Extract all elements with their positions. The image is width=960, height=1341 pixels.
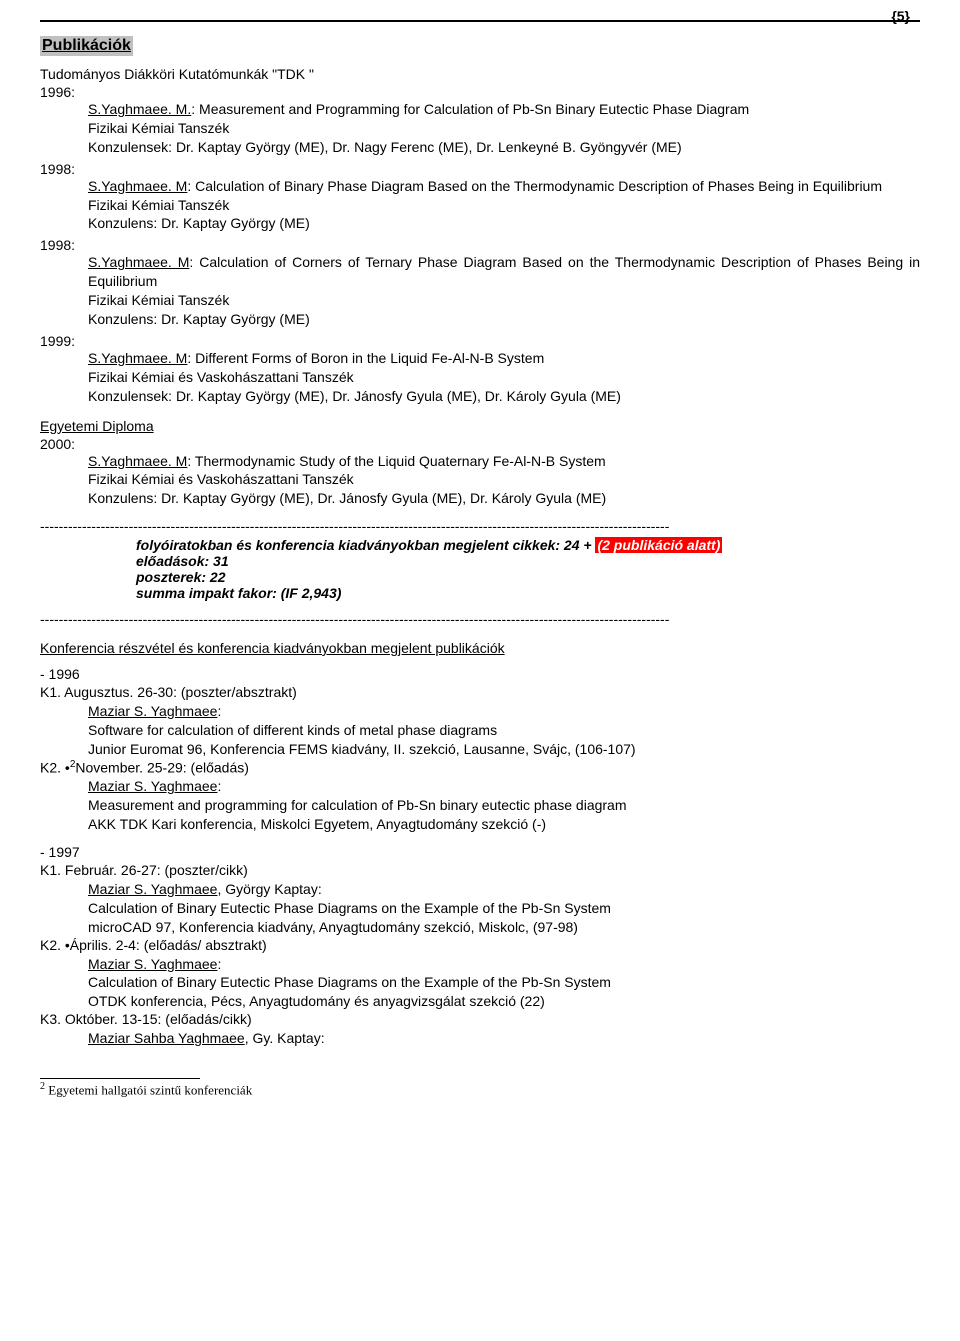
after-author: , György Kaptay: <box>217 881 321 897</box>
entry-cons: Konzulens: Dr. Kaptay György (ME), Dr. J… <box>88 489 920 508</box>
after-author: : <box>217 778 221 794</box>
conf-body: Maziar Sahba Yaghmaee, Gy. Kaptay: <box>88 1029 920 1048</box>
diploma-heading: Egyetemi Diploma <box>40 418 920 434</box>
entry-dept: Fizikai Kémiai Tanszék <box>88 196 920 215</box>
conf-year: - 1997 <box>40 844 920 860</box>
conf-body: Maziar S. Yaghmaee: Measurement and prog… <box>88 777 920 834</box>
tdk-year: 1996: <box>40 84 920 100</box>
conf-title: Calculation of Binary Eutectic Phase Dia… <box>88 973 920 992</box>
summary-highlight: (2 publikáció alatt) <box>595 537 722 553</box>
conf-title: Calculation of Binary Eutectic Phase Dia… <box>88 899 920 918</box>
author-name: Maziar S. Yaghmaee <box>88 778 217 794</box>
after-author: , Gy. Kaptay: <box>245 1030 325 1046</box>
conf-item: K2. •Április. 2-4: (előadás/ absztrakt) <box>40 937 920 953</box>
conf-item: K2. •2November. 25-29: (előadás) <box>40 759 920 776</box>
entry-title: : Thermodynamic Study of the Liquid Quat… <box>187 453 605 469</box>
footnote-rule <box>40 1078 200 1079</box>
entry-dept: Fizikai Kémiai Tanszék <box>88 119 920 138</box>
conf-item: K1. Február. 26-27: (poszter/cikk) <box>40 862 920 878</box>
conference-heading: Konferencia részvétel és konferencia kia… <box>40 640 920 656</box>
conf-venue: OTDK konferencia, Pécs, Anyagtudomány és… <box>88 992 920 1011</box>
tdk-entry: S.Yaghmaee. M: Calculation of Corners of… <box>88 253 920 329</box>
conf-venue: Junior Euromat 96, Konferencia FEMS kiad… <box>88 740 920 759</box>
footnote-text: Egyetemi hallgatói szintű konferenciák <box>45 1082 252 1097</box>
tdk-year: 1999: <box>40 333 920 349</box>
conf-title: Software for calculation of different ki… <box>88 721 920 740</box>
after-author: : <box>217 956 221 972</box>
publications-title: Publikációk <box>40 36 133 56</box>
publications-heading: Publikációk <box>40 28 920 62</box>
author-name: S.Yaghmaee. M <box>88 178 187 194</box>
author-name: S.Yaghmaee. M <box>88 254 189 270</box>
entry-title: : Different Forms of Boron in the Liquid… <box>187 350 544 366</box>
page: {5} Publikációk Tudományos Diákköri Kuta… <box>0 0 960 1138</box>
summary-line-4: summa impakt fakor: (IF 2,943) <box>136 585 920 601</box>
tdk-entry: S.Yaghmaee. M: Different Forms of Boron … <box>88 349 920 406</box>
author-name: Maziar S. Yaghmaee <box>88 881 217 897</box>
summary-l1a: folyóiratokban és konferencia kiadványok… <box>136 537 595 553</box>
entry-dept: Fizikai Kémiai Tanszék <box>88 291 920 310</box>
conf-venue: AKK TDK Kari konferencia, Miskolci Egyet… <box>88 815 920 834</box>
conf-item: K1. Augusztus. 26-30: (poszter/absztrakt… <box>40 684 920 700</box>
tdk-subhead: Tudományos Diákköri Kutatómunkák "TDK " <box>40 66 920 82</box>
conf-item: K3. Október. 13-15: (előadás/cikk) <box>40 1011 920 1027</box>
summary-line-3: poszterek: 22 <box>136 569 920 585</box>
tdk-entry: S.Yaghmaee. M: Calculation of Binary Pha… <box>88 177 920 234</box>
after-author: : <box>217 703 221 719</box>
page-number: {5} <box>891 8 910 24</box>
tdk-entry: S.Yaghmaee. M.: Measurement and Programm… <box>88 100 920 157</box>
entry-dept: Fizikai Kémiai és Vaskohászattani Tanszé… <box>88 368 920 387</box>
conf-body: Maziar S. Yaghmaee: Software for calcula… <box>88 702 920 759</box>
diploma-entry: S.Yaghmaee. M: Thermodynamic Study of th… <box>88 452 920 509</box>
summary-line-2: előadások: 31 <box>136 553 920 569</box>
entry-title: : Calculation of Corners of Ternary Phas… <box>88 254 920 289</box>
author-name: S.Yaghmaee. M <box>88 453 187 469</box>
entry-cons: Konzulensek: Dr. Kaptay György (ME), Dr.… <box>88 138 920 157</box>
dash-rule-bottom: ----------------------------------------… <box>40 611 920 628</box>
footnote: 2 Egyetemi hallgatói szintű konferenciák <box>40 1081 920 1098</box>
entry-title: : Calculation of Binary Phase Diagram Ba… <box>187 178 882 194</box>
author-name: S.Yaghmaee. M. <box>88 101 191 117</box>
entry-dept: Fizikai Kémiai és Vaskohászattani Tanszé… <box>88 470 920 489</box>
diploma-year: 2000: <box>40 436 920 452</box>
code-prefix: K2. • <box>40 759 70 775</box>
author-name: S.Yaghmaee. M <box>88 350 187 366</box>
code-suffix: November. 25-29: (előadás) <box>75 759 249 775</box>
entry-cons: Konzulens: Dr. Kaptay György (ME) <box>88 214 920 233</box>
summary-line-1: folyóiratokban és konferencia kiadványok… <box>136 537 920 553</box>
dash-rule-top: ----------------------------------------… <box>40 518 920 535</box>
entry-cons: Konzulensek: Dr. Kaptay György (ME), Dr.… <box>88 387 920 406</box>
top-rule <box>40 20 920 22</box>
author-name: Maziar S. Yaghmaee <box>88 703 217 719</box>
conf-body: Maziar S. Yaghmaee, György Kaptay: Calcu… <box>88 880 920 937</box>
tdk-year: 1998: <box>40 237 920 253</box>
conf-venue: microCAD 97, Konferencia kiadvány, Anyag… <box>88 918 920 937</box>
conf-year: - 1996 <box>40 666 920 682</box>
author-name: Maziar Sahba Yaghmaee <box>88 1030 245 1046</box>
conf-body: Maziar S. Yaghmaee: Calculation of Binar… <box>88 955 920 1012</box>
summary-block: folyóiratokban és konferencia kiadványok… <box>136 537 920 601</box>
entry-cons: Konzulens: Dr. Kaptay György (ME) <box>88 310 920 329</box>
conf-title: Measurement and programming for calculat… <box>88 796 920 815</box>
tdk-year: 1998: <box>40 161 920 177</box>
entry-title: : Measurement and Programming for Calcul… <box>191 101 749 117</box>
author-name: Maziar S. Yaghmaee <box>88 956 217 972</box>
